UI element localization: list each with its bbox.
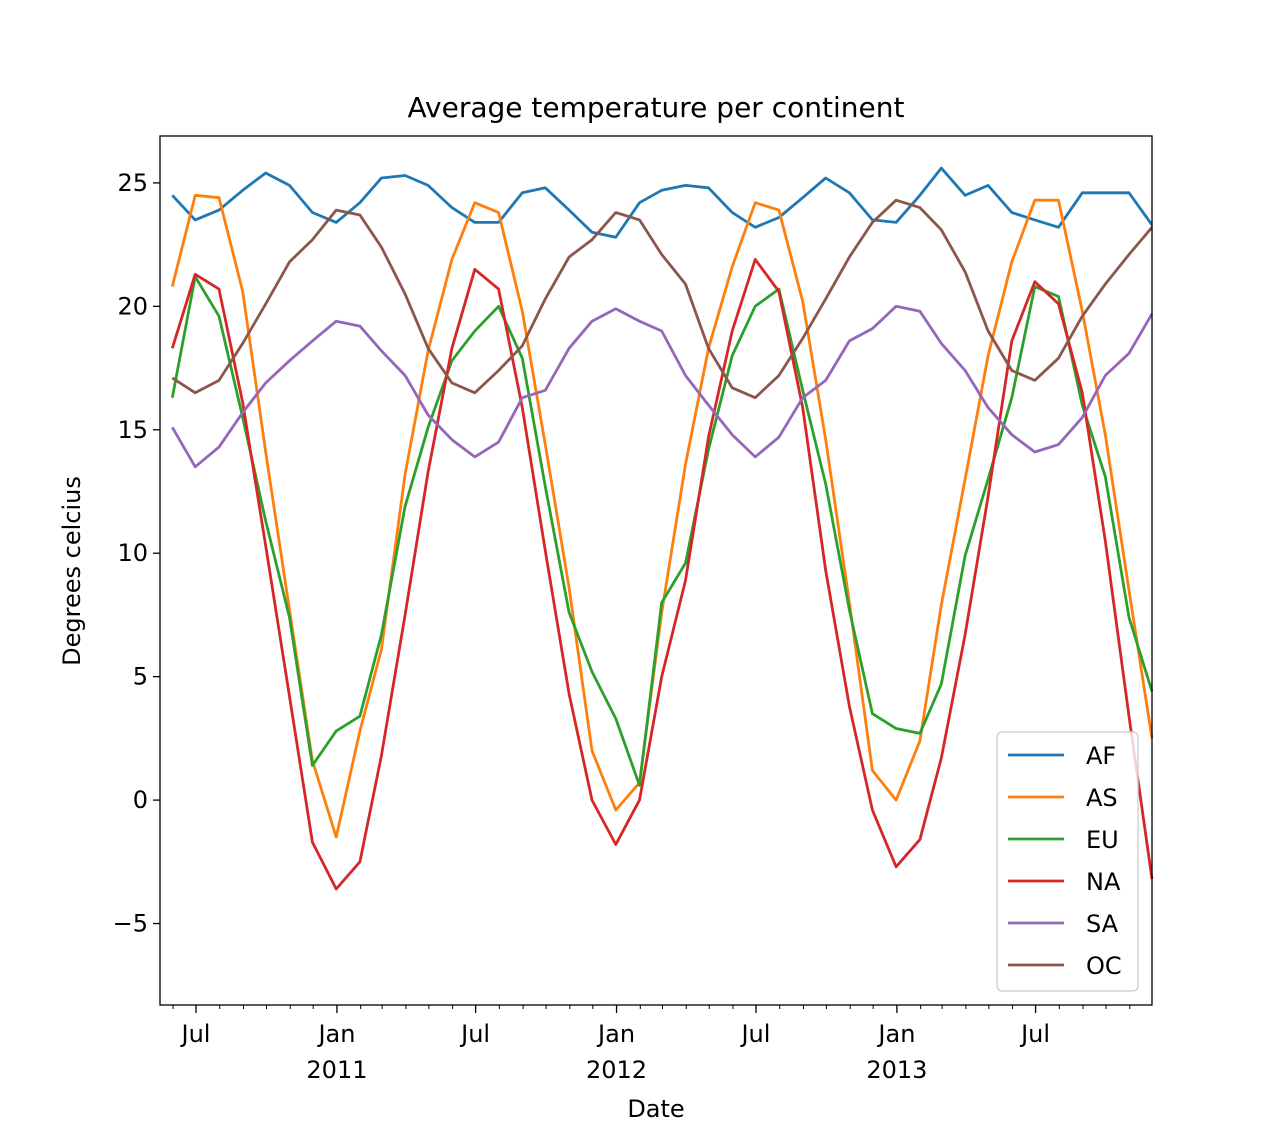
y-tick-label: 20	[117, 292, 148, 320]
series-line-oc	[171, 198, 1154, 400]
legend-label-na: NA	[1086, 868, 1121, 896]
y-tick-label: −5	[113, 910, 148, 938]
legend-label-as: AS	[1086, 784, 1118, 812]
plot-area	[160, 136, 1152, 1005]
x-tick-label: Jul	[459, 1020, 490, 1048]
plot-frame	[159, 135, 1153, 1006]
x-tick-label: Jul	[1019, 1020, 1050, 1048]
y-tick-label: 0	[133, 786, 148, 814]
series-layer	[170, 166, 1154, 891]
x-axis-label: Date	[627, 1095, 684, 1123]
series-line-eu	[170, 275, 1154, 787]
legend-label-eu: EU	[1086, 826, 1119, 854]
x-tick-label: Jan	[596, 1020, 635, 1048]
x-tick-year-label: 2013	[866, 1056, 927, 1084]
y-tick-label: 15	[117, 416, 148, 444]
x-axis: Jul Jan 2011 Jul Jan 2012 Jul Jan 2013 Jul	[172, 1005, 1131, 1084]
legend-label-oc: OC	[1086, 952, 1122, 980]
x-tick-year-label: 2011	[306, 1056, 367, 1084]
legend-label-af: AF	[1086, 742, 1116, 770]
legend: AF AS EU NA SA OC	[996, 731, 1139, 992]
series-line-af	[171, 166, 1154, 239]
y-tick-label: 25	[117, 169, 148, 197]
y-tick-label: 5	[133, 663, 148, 691]
series-line-sa	[171, 304, 1154, 469]
y-tick-label: 10	[117, 539, 148, 567]
x-tick-label: Jan	[876, 1020, 915, 1048]
chart-title: Average temperature per continent	[408, 91, 905, 124]
x-tick-year-label: 2012	[586, 1056, 647, 1084]
x-tick-label: Jul	[739, 1020, 770, 1048]
y-axis-label: Degrees celcius	[58, 476, 86, 666]
legend-label-sa: SA	[1086, 910, 1119, 938]
x-tick-label: Jan	[316, 1020, 355, 1048]
series-line-na	[170, 257, 1154, 891]
x-tick-label: Jul	[180, 1020, 211, 1048]
y-axis: −5 0 5 10 15 20 25	[113, 169, 160, 938]
